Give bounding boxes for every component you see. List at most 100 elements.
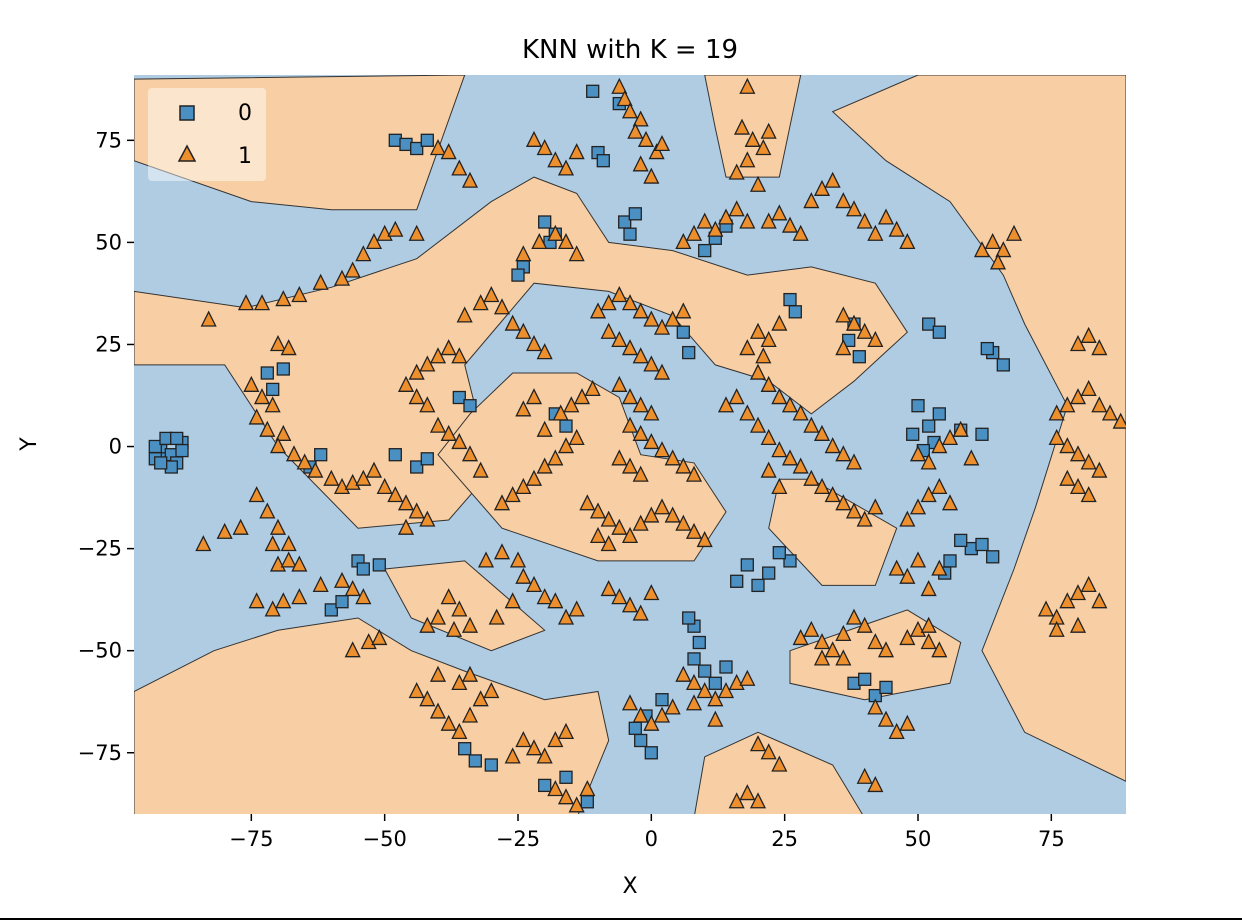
point-class-1 [355, 469, 372, 486]
point-class-1 [696, 682, 713, 699]
point-class-1 [771, 441, 788, 458]
point-class-1 [760, 375, 777, 392]
y-axis-label: Y [17, 437, 42, 452]
y-tick-label: 50 [95, 230, 122, 254]
point-class-1 [664, 506, 681, 523]
y-tick-label: −25 [78, 537, 122, 561]
point-class-1 [1069, 445, 1087, 462]
point-class-1 [781, 449, 799, 466]
point-class-1 [1059, 437, 1076, 454]
region-class-1-7 [831, 75, 1126, 782]
point-class-1 [355, 245, 372, 262]
point-class-0 [922, 317, 936, 331]
point-class-1 [909, 445, 927, 462]
point-class-1 [931, 437, 948, 454]
point-class-1 [387, 220, 404, 237]
point-class-1 [835, 494, 852, 511]
point-class-1 [760, 330, 777, 348]
region-class-1-5 [383, 560, 546, 652]
point-class-1 [280, 339, 297, 356]
point-class-1 [867, 633, 884, 650]
point-class-1 [739, 151, 756, 168]
point-class-1 [333, 571, 351, 588]
legend-square-marker [179, 105, 195, 121]
point-class-1 [515, 731, 532, 748]
point-class-1 [461, 616, 479, 633]
point-class-1 [696, 212, 713, 229]
point-class-1 [536, 343, 553, 360]
point-class-1 [813, 649, 831, 666]
point-class-1 [291, 286, 308, 303]
point-class-0 [772, 546, 786, 560]
point-class-1 [648, 143, 665, 160]
legend: 0 1 [148, 88, 266, 181]
point-class-0 [708, 676, 722, 690]
point-class-1 [920, 486, 937, 503]
point-class-1 [621, 339, 639, 356]
point-class-1 [856, 767, 873, 784]
point-class-1 [739, 404, 756, 421]
point-class-1 [728, 388, 745, 405]
point-class-0 [335, 595, 349, 609]
point-class-1 [525, 739, 543, 756]
x-tick-label: −50 [363, 827, 407, 851]
point-class-1 [397, 375, 415, 392]
point-class-1 [451, 722, 468, 739]
point-class-1 [653, 134, 671, 152]
point-class-1 [264, 535, 281, 552]
point-class-1 [1059, 469, 1076, 486]
point-class-1 [333, 269, 351, 286]
point-class-1 [643, 714, 660, 731]
point-class-1 [525, 388, 543, 405]
point-class-0 [698, 664, 712, 678]
point-class-1 [653, 441, 671, 458]
point-class-1 [264, 600, 281, 617]
point-class-1 [899, 714, 916, 731]
point-class-1 [856, 616, 873, 633]
point-class-1 [803, 416, 820, 433]
point-class-1 [707, 690, 724, 707]
point-class-0 [356, 562, 370, 576]
point-class-1 [429, 665, 447, 682]
x-tick-label: −75 [229, 827, 273, 851]
point-class-1 [259, 420, 276, 437]
point-class-1 [445, 620, 463, 637]
point-class-0 [266, 382, 280, 397]
point-class-0 [628, 207, 642, 221]
point-class-1 [200, 310, 217, 327]
point-class-1 [440, 339, 457, 356]
x-axis-label: X [622, 874, 637, 899]
point-class-1 [867, 224, 884, 241]
plot-area [134, 75, 1126, 814]
point-class-1 [771, 204, 788, 221]
y-tick-label: 0 [109, 435, 122, 459]
x-tick-label: 25 [771, 827, 798, 851]
point-class-1 [493, 298, 511, 315]
point-class-1 [1048, 404, 1065, 421]
point-class-1 [637, 130, 655, 147]
point-class-1 [792, 457, 809, 474]
point-class-1 [589, 302, 607, 319]
point-class-1 [920, 579, 937, 597]
point-class-1 [376, 477, 393, 495]
point-class-1 [216, 522, 233, 539]
point-class-1 [557, 159, 575, 176]
point-class-0 [655, 693, 669, 707]
point-class-1 [573, 388, 591, 405]
point-class-1 [739, 339, 756, 356]
point-class-0 [762, 566, 776, 580]
point-class-1 [835, 624, 852, 642]
point-class-1 [589, 526, 607, 544]
point-class-1 [408, 363, 425, 380]
point-class-1 [472, 294, 489, 311]
region-class-1-8 [704, 75, 802, 178]
point-class-1 [429, 702, 447, 719]
point-class-0 [975, 537, 989, 552]
point-class-1 [899, 510, 916, 527]
point-class-1 [504, 486, 521, 503]
point-class-1 [600, 510, 617, 527]
point-class-1 [685, 694, 703, 711]
point-class-1 [547, 731, 564, 748]
point-class-1 [408, 224, 425, 241]
point-class-1 [1080, 379, 1097, 397]
